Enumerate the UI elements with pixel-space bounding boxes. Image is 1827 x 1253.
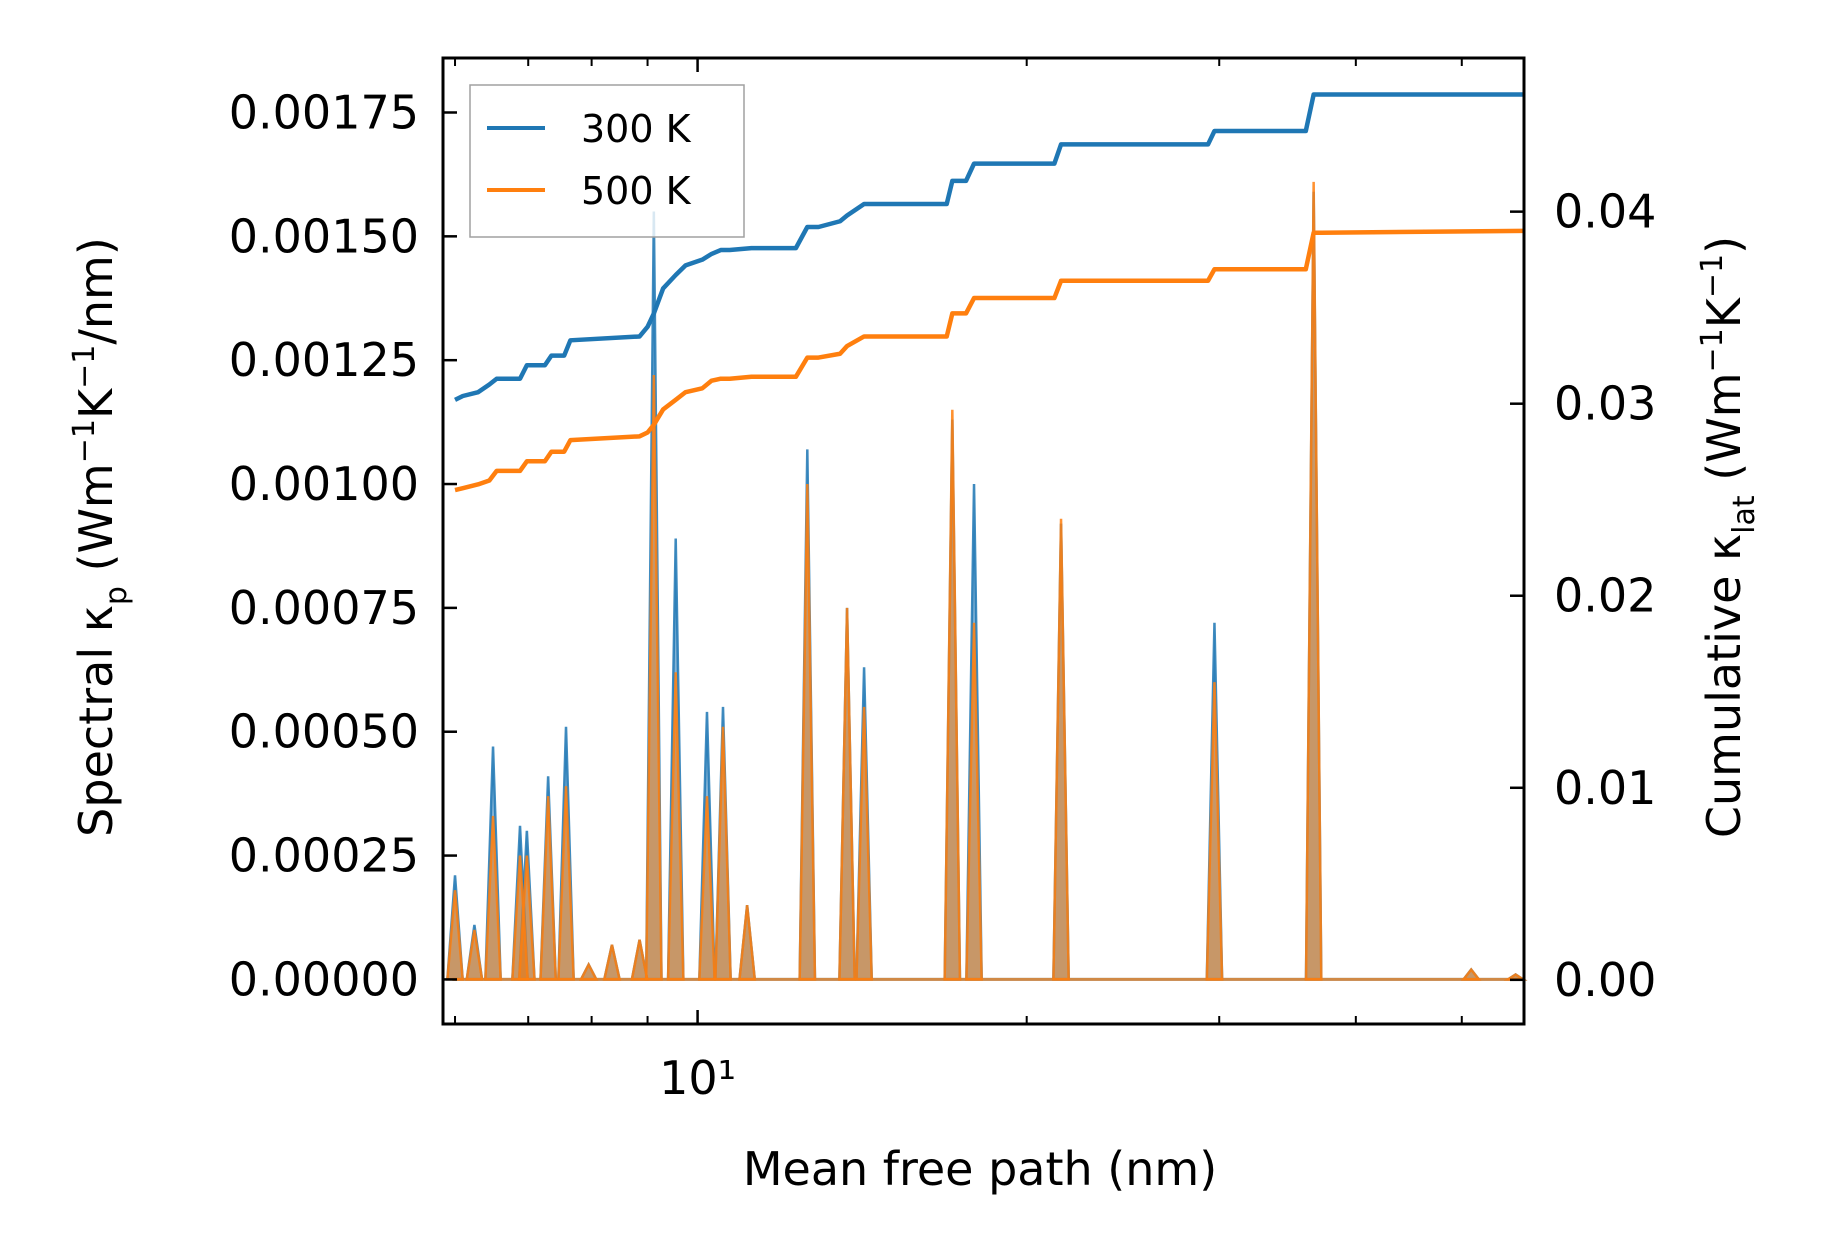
cumulative-line-300k <box>454 92 1524 402</box>
y-left-tick-label-7: 0.00175 <box>229 85 419 139</box>
legend: 300 K 500 K <box>469 84 745 238</box>
y-right-tick-label-4: 0.04 <box>1554 185 1656 239</box>
y-right-tick-label-1: 0.01 <box>1554 761 1656 815</box>
y-right-tick-label-2: 0.02 <box>1554 569 1656 623</box>
y-axis-right-label: Cumulative κlat (Wm−1K−1) <box>1695 236 1762 838</box>
y-left-tick-label-6: 0.00150 <box>229 209 419 263</box>
axes-layer: 0.000000.000250.000500.000750.001000.001… <box>229 56 1656 1105</box>
y-axis-left-label: Spectral κp (Wm−1K−1/nm) <box>67 237 134 837</box>
y-left-tick-label-4: 0.00100 <box>229 457 419 511</box>
y-right-tick-label-3: 0.03 <box>1554 377 1656 431</box>
y-right-tick-label-0: 0.00 <box>1554 953 1656 1007</box>
y-left-tick-label-1: 0.00025 <box>229 829 419 883</box>
y-left-tick-label-5: 0.00125 <box>229 333 419 387</box>
legend-box <box>469 84 745 238</box>
spectral-layer <box>446 181 1528 981</box>
cumulative-layer <box>454 92 1525 493</box>
y-left-tick-label-3: 0.00075 <box>229 581 419 635</box>
x-axis-label: Mean free path (nm) <box>743 1142 1217 1196</box>
y-left-tick-label-0: 0.00000 <box>229 952 419 1006</box>
y-left-tick-label-2: 0.00050 <box>229 705 419 759</box>
plot-frame <box>441 56 1526 1026</box>
x-major-tick-label-0: 10¹ <box>659 1051 736 1105</box>
legend-label-500k: 500 K <box>581 169 692 213</box>
cumulative-line-500k <box>454 228 1525 493</box>
legend-label-300k: 300 K <box>581 107 692 151</box>
